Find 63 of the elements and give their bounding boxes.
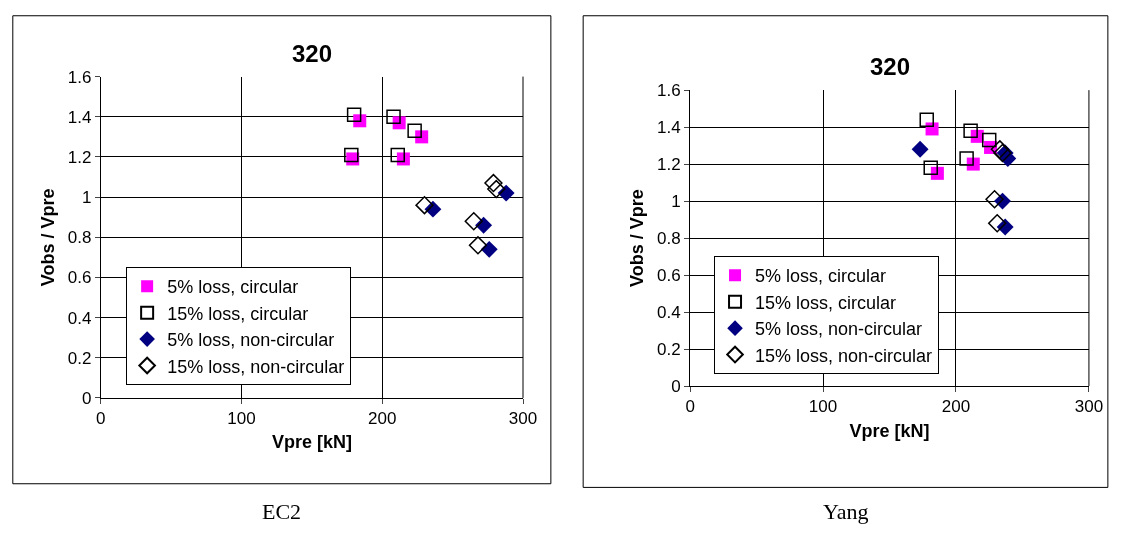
legend-label: 15% loss, non-circular [167,356,345,377]
point [407,123,422,139]
point [480,240,498,258]
x-tick-label: 300 [1074,397,1104,417]
point [919,112,934,127]
point [344,147,359,163]
x-tick-label: 100 [227,409,256,429]
legend-label: 5% loss, non-circular [755,319,923,340]
y-tick-label: 1.4 [657,118,681,138]
y-tick-label: 0.8 [67,228,92,248]
y-tick-label: 1.2 [67,147,92,167]
point [484,173,503,193]
point [988,214,1007,233]
point [981,132,997,148]
point [464,212,483,231]
text: Yang [823,499,869,524]
y-tick-label: 1.6 [67,67,92,87]
point [346,107,362,123]
x-tick-label: 100 [808,397,838,417]
y-tick-label: 0 [671,376,681,396]
legend-label: 5% loss, non-circular [167,330,335,351]
point [390,147,405,163]
y-tick-label: 1.2 [657,155,681,175]
text: EC2 [262,499,302,524]
x-axis-title: Vpre [kN] [271,432,352,453]
point [497,184,515,202]
y-tick-label: 0.6 [657,266,681,285]
x-tick-label: 200 [941,397,971,417]
y-tick-label: 1 [671,192,681,212]
chart-title: 320 [870,53,911,80]
x-axis-title: Vpre [kN] [849,420,930,441]
point [353,114,367,128]
y-tick-label: 0.4 [657,302,681,322]
point [985,190,1004,209]
point [911,140,929,158]
y-tick-label: 1.6 [657,81,681,101]
legend-label: 5% loss, circular [755,266,887,287]
y-tick-label: 1 [81,188,92,208]
y-tick-label: 0.2 [657,339,681,359]
point [386,109,401,125]
legend-label: 15% loss, circular [755,292,897,313]
legend-label: 15% loss, circular [167,303,309,324]
x-tick-label: 200 [368,409,397,429]
chart-title: 320 [292,40,333,67]
point [487,179,506,199]
x-tick-label: 0 [685,397,695,417]
point [415,195,434,215]
legend-label: 5% loss, circular [167,277,299,298]
x-tick-label: 300 [508,409,538,429]
legend-label: 15% loss, non-circular [755,345,933,366]
x-tick-label: 0 [96,409,106,429]
point [959,151,974,166]
point [468,236,488,255]
point [990,140,1010,159]
y-tick-label: 0.6 [67,268,92,288]
y-axis-title: Vobs / Vpre [627,189,648,287]
y-tick-label: 0.8 [657,229,681,249]
y-tick-label: 0.2 [67,348,92,368]
y-tick-label: 1.4 [67,107,92,127]
point [923,160,938,176]
point [963,123,978,139]
y-tick-label: 0.4 [67,308,92,328]
y-axis-title: Vobs / Vpre [37,188,58,287]
